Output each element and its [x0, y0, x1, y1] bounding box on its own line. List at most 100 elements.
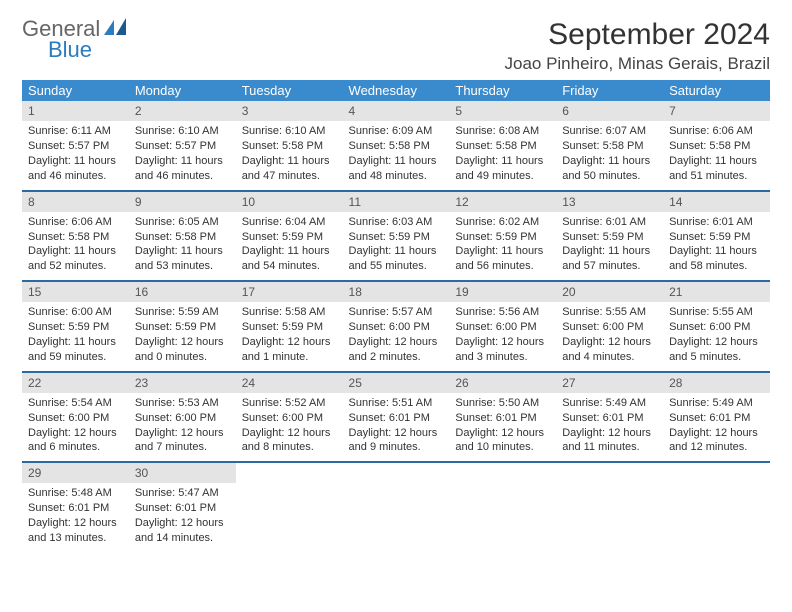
daylight-line: Daylight: 11 hours and 59 minutes. [28, 335, 123, 365]
calendar-day-cell: 11Sunrise: 6:03 AMSunset: 5:59 PMDayligh… [343, 191, 450, 282]
sunset-line: Sunset: 5:59 PM [135, 320, 230, 335]
day-number: 30 [129, 463, 236, 483]
sunset-line: Sunset: 5:57 PM [28, 139, 123, 154]
sunset-line: Sunset: 6:01 PM [669, 411, 764, 426]
calendar-day-cell: 23Sunrise: 5:53 AMSunset: 6:00 PMDayligh… [129, 372, 236, 463]
daylight-line: Daylight: 12 hours and 9 minutes. [349, 426, 444, 456]
day-details: Sunrise: 5:54 AMSunset: 6:00 PMDaylight:… [22, 393, 129, 461]
sunset-line: Sunset: 6:01 PM [349, 411, 444, 426]
calendar-day-cell: 3Sunrise: 6:10 AMSunset: 5:58 PMDaylight… [236, 101, 343, 191]
sunrise-line: Sunrise: 5:58 AM [242, 305, 337, 320]
sunset-line: Sunset: 5:58 PM [349, 139, 444, 154]
day-details: Sunrise: 5:55 AMSunset: 6:00 PMDaylight:… [663, 302, 770, 370]
sunset-line: Sunset: 6:01 PM [455, 411, 550, 426]
day-number: 9 [129, 192, 236, 212]
sunset-line: Sunset: 5:58 PM [135, 230, 230, 245]
day-number: 1 [22, 101, 129, 121]
daylight-line: Daylight: 11 hours and 57 minutes. [562, 244, 657, 274]
sunrise-line: Sunrise: 6:00 AM [28, 305, 123, 320]
sunrise-line: Sunrise: 6:04 AM [242, 215, 337, 230]
daylight-line: Daylight: 11 hours and 52 minutes. [28, 244, 123, 274]
sunset-line: Sunset: 5:58 PM [242, 139, 337, 154]
calendar-week-row: 22Sunrise: 5:54 AMSunset: 6:00 PMDayligh… [22, 372, 770, 463]
calendar-day-cell: 7Sunrise: 6:06 AMSunset: 5:58 PMDaylight… [663, 101, 770, 191]
day-number: 11 [343, 192, 450, 212]
day-details: Sunrise: 5:52 AMSunset: 6:00 PMDaylight:… [236, 393, 343, 461]
day-details: Sunrise: 6:00 AMSunset: 5:59 PMDaylight:… [22, 302, 129, 370]
weekday-header: Sunday [22, 80, 129, 101]
weekday-header: Friday [556, 80, 663, 101]
sunset-line: Sunset: 5:59 PM [562, 230, 657, 245]
day-number: 18 [343, 282, 450, 302]
sunset-line: Sunset: 5:58 PM [28, 230, 123, 245]
day-details: Sunrise: 5:58 AMSunset: 5:59 PMDaylight:… [236, 302, 343, 370]
day-number: 13 [556, 192, 663, 212]
daylight-line: Daylight: 12 hours and 12 minutes. [669, 426, 764, 456]
calendar-day-cell: 26Sunrise: 5:50 AMSunset: 6:01 PMDayligh… [449, 372, 556, 463]
calendar-day-cell: 22Sunrise: 5:54 AMSunset: 6:00 PMDayligh… [22, 372, 129, 463]
calendar-day-cell: 6Sunrise: 6:07 AMSunset: 5:58 PMDaylight… [556, 101, 663, 191]
calendar-day-cell: .. [556, 462, 663, 552]
sunset-line: Sunset: 6:00 PM [455, 320, 550, 335]
sunset-line: Sunset: 5:59 PM [242, 230, 337, 245]
day-number: 27 [556, 373, 663, 393]
daylight-line: Daylight: 12 hours and 6 minutes. [28, 426, 123, 456]
calendar-day-cell: 25 Sunrise: 5:51 AMSunset: 6:01 PMDayligh… [343, 372, 450, 463]
sunset-line: Sunset: 6:00 PM [28, 411, 123, 426]
weekday-header-row: SundayMondayTuesdayWednesdayThursdayFrid… [22, 80, 770, 101]
day-number: 23 [129, 373, 236, 393]
sunset-line: Sunset: 5:59 PM [455, 230, 550, 245]
sunrise-line: Sunrise: 5:55 AM [669, 305, 764, 320]
day-number: 3 [236, 101, 343, 121]
daylight-line: Daylight: 11 hours and 56 minutes. [455, 244, 550, 274]
day-number: 25 [343, 373, 450, 393]
sunrise-line: Sunrise: 5:59 AM [135, 305, 230, 320]
daylight-line: Daylight: 11 hours and 50 minutes. [562, 154, 657, 184]
sunrise-line: Sunrise: 6:06 AM [669, 124, 764, 139]
sunrise-line: Sunrise: 5:51 AM [349, 396, 444, 411]
daylight-line: Daylight: 12 hours and 3 minutes. [455, 335, 550, 365]
day-number: 24 [236, 373, 343, 393]
sunset-line: Sunset: 5:59 PM [242, 320, 337, 335]
day-number: 19 [449, 282, 556, 302]
day-number: 21 [663, 282, 770, 302]
day-details: Sunrise: 5:49 AMSunset: 6:01 PMDaylight:… [663, 393, 770, 461]
day-details: Sunrise: 5:53 AMSunset: 6:00 PMDaylight:… [129, 393, 236, 461]
calendar-day-cell: 9Sunrise: 6:05 AMSunset: 5:58 PMDaylight… [129, 191, 236, 282]
calendar-table: SundayMondayTuesdayWednesdayThursdayFrid… [22, 80, 770, 552]
day-details: Sunrise: 6:03 AMSunset: 5:59 PMDaylight:… [343, 212, 450, 280]
day-number: 17 [236, 282, 343, 302]
sunrise-line: Sunrise: 5:49 AM [562, 396, 657, 411]
calendar-day-cell: 24Sunrise: 5:52 AMSunset: 6:00 PMDayligh… [236, 372, 343, 463]
page-title: September 2024 [504, 18, 770, 52]
weekday-header: Thursday [449, 80, 556, 101]
sunrise-line: Sunrise: 6:01 AM [669, 215, 764, 230]
day-number: 20 [556, 282, 663, 302]
day-number: 26 [449, 373, 556, 393]
day-number: 2 [129, 101, 236, 121]
sunrise-line: Sunrise: 5:49 AM [669, 396, 764, 411]
sunrise-line: Sunrise: 6:06 AM [28, 215, 123, 230]
daylight-line: Daylight: 11 hours and 46 minutes. [28, 154, 123, 184]
sunrise-line: Sunrise: 6:05 AM [135, 215, 230, 230]
sunset-line: Sunset: 5:59 PM [349, 230, 444, 245]
weekday-header: Monday [129, 80, 236, 101]
day-number: 28 [663, 373, 770, 393]
day-details: Sunrise: 5:50 AMSunset: 6:01 PMDaylight:… [449, 393, 556, 461]
daylight-line: Daylight: 11 hours and 49 minutes. [455, 154, 550, 184]
calendar-day-cell: 30Sunrise: 5:47 AMSunset: 6:01 PMDayligh… [129, 462, 236, 552]
calendar-week-row: 29Sunrise: 5:48 AMSunset: 6:01 PMDayligh… [22, 462, 770, 552]
header: General Blue September 2024 Joao Pinheir… [22, 18, 770, 74]
calendar-day-cell: .. [663, 462, 770, 552]
daylight-line: Daylight: 12 hours and 2 minutes. [349, 335, 444, 365]
calendar-week-row: 1Sunrise: 6:11 AMSunset: 5:57 PMDaylight… [22, 101, 770, 191]
day-details: Sunrise: 6:04 AMSunset: 5:59 PMDaylight:… [236, 212, 343, 280]
daylight-line: Daylight: 12 hours and 0 minutes. [135, 335, 230, 365]
calendar-day-cell: 17Sunrise: 5:58 AMSunset: 5:59 PMDayligh… [236, 281, 343, 372]
day-number: 10 [236, 192, 343, 212]
calendar-day-cell: 5Sunrise: 6:08 AMSunset: 5:58 PMDaylight… [449, 101, 556, 191]
sunrise-line: Sunrise: 6:08 AM [455, 124, 550, 139]
calendar-day-cell: 19Sunrise: 5:56 AMSunset: 6:00 PMDayligh… [449, 281, 556, 372]
day-number: 4 [343, 101, 450, 121]
sunset-line: Sunset: 5:58 PM [455, 139, 550, 154]
